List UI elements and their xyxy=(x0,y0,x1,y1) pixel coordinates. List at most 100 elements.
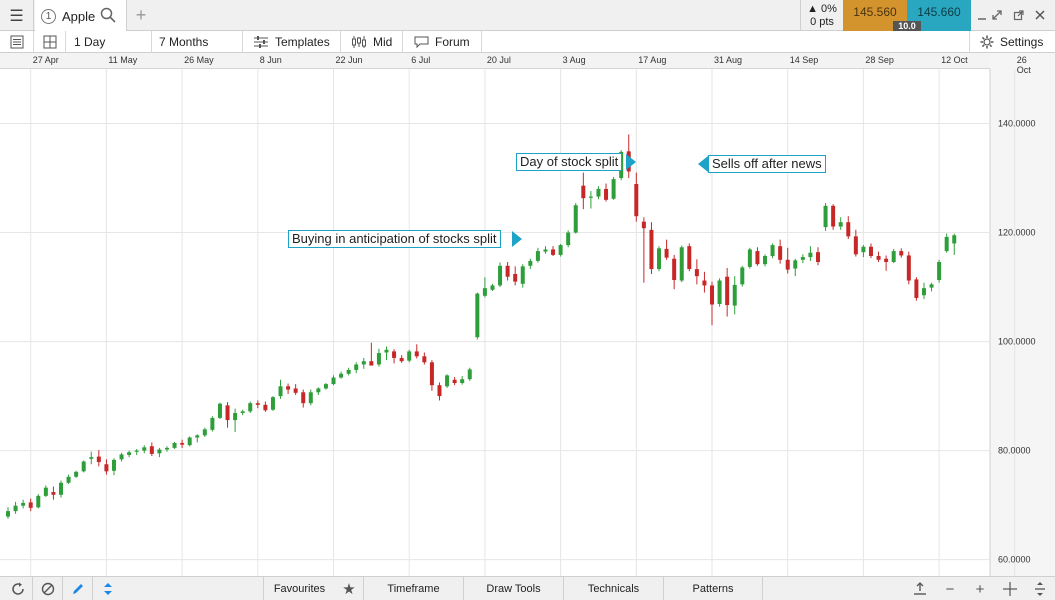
candle[interactable] xyxy=(248,401,253,413)
timeframe-button[interactable]: Timeframe xyxy=(363,577,463,600)
candle[interactable] xyxy=(187,436,192,447)
candle[interactable] xyxy=(679,245,684,283)
candle[interactable] xyxy=(286,383,291,394)
annotation-buying[interactable]: Buying in anticipation of stocks split xyxy=(288,230,501,248)
candle[interactable] xyxy=(543,246,548,254)
candle[interactable] xyxy=(528,258,533,270)
fit-chart-icon[interactable] xyxy=(905,577,935,600)
candle[interactable] xyxy=(308,389,313,406)
candle[interactable] xyxy=(641,217,646,283)
candle[interactable] xyxy=(588,191,593,209)
candle[interactable] xyxy=(233,408,238,433)
candle[interactable] xyxy=(58,480,63,498)
candle[interactable] xyxy=(535,247,540,263)
candle[interactable] xyxy=(884,255,889,271)
candle[interactable] xyxy=(944,233,949,253)
candle[interactable] xyxy=(763,254,767,267)
candle[interactable] xyxy=(596,186,601,200)
candle[interactable] xyxy=(914,277,919,301)
candle[interactable] xyxy=(846,216,851,240)
range-selector[interactable]: 7 Months xyxy=(152,31,243,53)
candle[interactable] xyxy=(96,450,101,467)
technicals-button[interactable]: Technicals xyxy=(563,577,663,600)
candle[interactable] xyxy=(694,259,699,285)
sort-arrows-icon[interactable] xyxy=(93,577,123,600)
candle[interactable] xyxy=(36,494,41,509)
candle[interactable] xyxy=(240,409,245,416)
candle[interactable] xyxy=(611,176,616,200)
candle[interactable] xyxy=(6,507,10,519)
candle[interactable] xyxy=(490,283,495,291)
candle[interactable] xyxy=(520,264,525,288)
candle[interactable] xyxy=(255,400,260,409)
add-tab-icon[interactable]: + xyxy=(135,4,147,25)
candle[interactable] xyxy=(74,470,79,478)
candle[interactable] xyxy=(369,342,374,366)
candle[interactable] xyxy=(581,172,586,210)
candle[interactable] xyxy=(293,384,298,396)
candle[interactable] xyxy=(225,402,230,428)
candle[interactable] xyxy=(195,434,200,443)
candle[interactable] xyxy=(498,262,503,288)
candle[interactable] xyxy=(202,427,207,437)
candle[interactable] xyxy=(747,247,752,269)
candle[interactable] xyxy=(505,261,510,281)
candle[interactable] xyxy=(475,292,480,340)
candle[interactable] xyxy=(13,501,18,514)
candle[interactable] xyxy=(702,271,707,293)
candle[interactable] xyxy=(732,276,737,315)
annotation-split-day[interactable]: Day of stock split xyxy=(516,153,623,171)
candle[interactable] xyxy=(513,266,518,286)
candle[interactable] xyxy=(573,203,578,234)
close-icon[interactable] xyxy=(1031,6,1049,24)
candle[interactable] xyxy=(81,460,86,473)
minimize-icon[interactable] xyxy=(973,6,991,24)
candle[interactable] xyxy=(861,245,866,258)
candle[interactable] xyxy=(149,442,154,457)
candle[interactable] xyxy=(710,281,715,326)
candle[interactable] xyxy=(482,277,487,298)
candle[interactable] xyxy=(28,498,33,512)
candle[interactable] xyxy=(127,450,132,458)
candle[interactable] xyxy=(384,346,389,361)
candle[interactable] xyxy=(952,233,957,255)
candle[interactable] xyxy=(831,204,836,230)
candle[interactable] xyxy=(89,451,94,465)
annotation-sells-off[interactable]: Sells off after news xyxy=(708,155,826,173)
candle[interactable] xyxy=(180,439,185,448)
draw-tools-button[interactable]: Draw Tools xyxy=(463,577,563,600)
candle[interactable] xyxy=(316,387,321,396)
watchlist-icon[interactable] xyxy=(0,31,34,53)
candle[interactable] xyxy=(823,203,828,231)
settings-button[interactable]: Settings xyxy=(969,31,1055,53)
price-type-button[interactable]: Mid xyxy=(341,31,403,53)
candle[interactable] xyxy=(876,251,881,262)
candle[interactable] xyxy=(323,383,328,390)
candle[interactable] xyxy=(808,246,813,261)
candle[interactable] xyxy=(422,352,427,365)
candle[interactable] xyxy=(460,375,465,385)
candle[interactable] xyxy=(445,374,450,388)
candle[interactable] xyxy=(134,448,139,455)
candle[interactable] xyxy=(142,445,147,454)
candle[interactable] xyxy=(392,349,397,364)
candle[interactable] xyxy=(467,367,472,381)
layout-grid-icon[interactable] xyxy=(34,31,66,53)
candle[interactable] xyxy=(551,246,556,256)
candle[interactable] xyxy=(376,348,381,367)
candle[interactable] xyxy=(331,375,336,386)
candle[interactable] xyxy=(339,371,344,379)
candle[interactable] xyxy=(558,243,563,257)
candle[interactable] xyxy=(566,230,571,248)
candle[interactable] xyxy=(437,382,442,401)
pencil-icon[interactable] xyxy=(63,577,93,600)
candle[interactable] xyxy=(717,278,722,307)
zoom-in-icon[interactable]: + xyxy=(975,580,985,598)
candle[interactable] xyxy=(755,247,760,266)
candle[interactable] xyxy=(929,282,934,292)
menu-icon[interactable]: ☰ xyxy=(0,0,34,31)
candle[interactable] xyxy=(270,396,275,411)
candle[interactable] xyxy=(263,401,268,412)
price-chart[interactable]: 140.0000 120.0000 100.0000 80.0000 60.0000 xyxy=(0,0,1055,576)
patterns-button[interactable]: Patterns xyxy=(663,577,763,600)
